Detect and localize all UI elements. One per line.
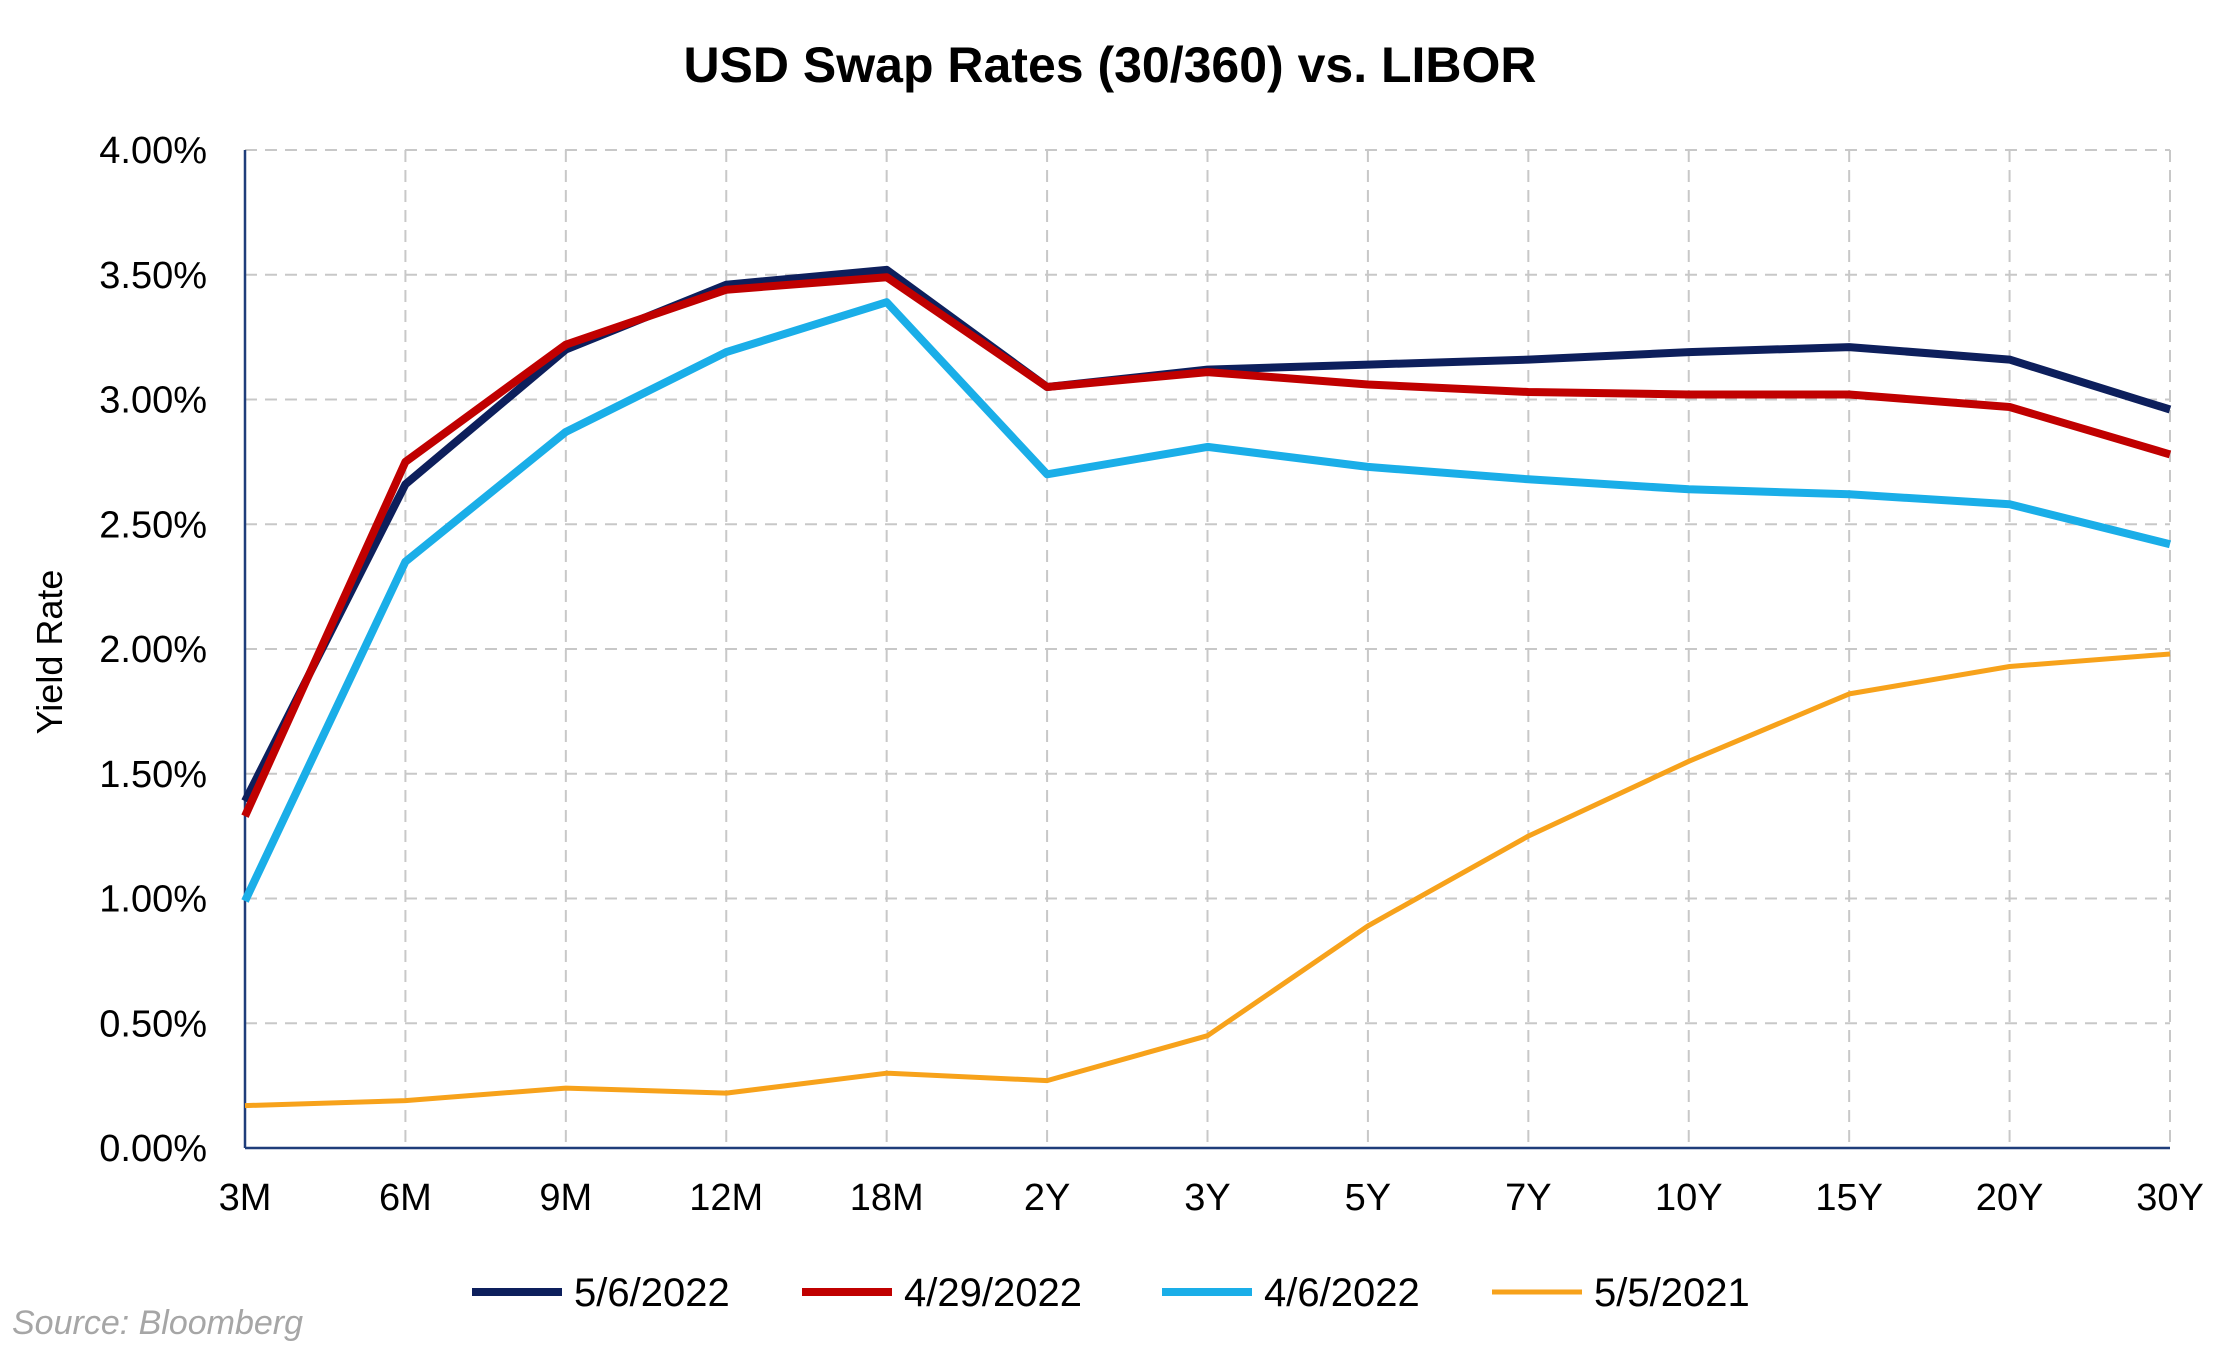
y-tick-label: 0.50%: [99, 1003, 207, 1045]
y-tick-label: 3.00%: [99, 380, 207, 422]
x-tick-label: 3M: [219, 1177, 272, 1219]
legend-label: 5/5/2021: [1594, 1271, 1750, 1315]
x-tick-label: 18M: [850, 1177, 924, 1219]
x-tick-label: 15Y: [1815, 1177, 1883, 1219]
x-tick-label: 6M: [379, 1177, 432, 1219]
legend-label: 4/29/2022: [904, 1271, 1082, 1315]
legend: 5/6/2022 4/29/2022 4/6/2022 5/5/2021: [472, 1271, 1750, 1315]
y-tick-label: 1.00%: [99, 879, 207, 921]
grid: [245, 149, 2171, 1148]
y-tick-label: 2.50%: [99, 504, 207, 546]
axes: [243, 150, 2170, 1150]
y-tick-label: 0.00%: [99, 1128, 207, 1170]
x-tick-label: 3Y: [1184, 1177, 1230, 1219]
x-tick-label: 20Y: [1976, 1177, 2044, 1219]
x-tick-label: 2Y: [1024, 1177, 1070, 1219]
y-tick-label: 1.50%: [99, 754, 207, 796]
x-tick-labels: 3M 6M 9M 12M 18M 2Y 3Y 5Y 7Y 10Y 15Y 20Y 30Y: [219, 1177, 2204, 1219]
x-tick-label: 7Y: [1505, 1177, 1551, 1219]
series-line-4-6-2022: [241, 298, 2171, 903]
series-lines: [241, 265, 2172, 1109]
x-tick-label: 9M: [539, 1177, 592, 1219]
y-tick-label: 4.00%: [99, 130, 207, 172]
y-tick-label: 3.50%: [99, 255, 207, 297]
series-line-5-5-2021: [244, 651, 2171, 1109]
y-axis-title: Yield Rate: [29, 570, 70, 735]
source-note: Source: Bloomberg: [12, 1304, 303, 1342]
x-tick-label: 30Y: [2136, 1177, 2204, 1219]
x-tick-label: 5Y: [1345, 1177, 1391, 1219]
y-tick-label: 2.00%: [99, 629, 207, 671]
x-tick-label: 12M: [689, 1177, 763, 1219]
series-line-4-29-2022: [241, 273, 2172, 818]
legend-label: 4/6/2022: [1264, 1271, 1420, 1315]
y-tick-labels: 0.00% 0.50% 1.00% 1.50% 2.00% 2.50% 3.00% 3.50%…: [99, 130, 207, 1170]
legend-label: 5/6/2022: [574, 1271, 730, 1315]
x-tick-label: 10Y: [1655, 1177, 1723, 1219]
chart-title: USD Swap Rates (30/360) vs. LIBOR: [683, 37, 1536, 93]
